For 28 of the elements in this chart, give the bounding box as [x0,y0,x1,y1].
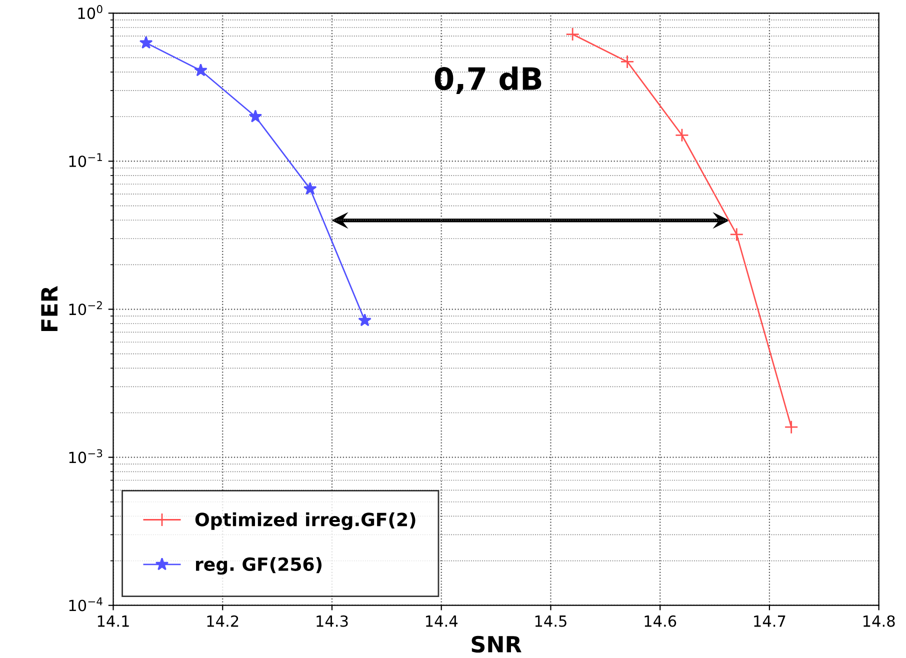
y-tick-label: 10$^{−2}$ [69,301,102,316]
y-tick-label: 10$^{0}$ [78,5,102,20]
point [566,27,580,42]
x-tick-label: 14.8 [863,615,895,627]
y-tick-label: 10$^{−1}$ [69,153,102,168]
point [784,420,798,434]
point [620,54,634,69]
x-tick-label: 14.7 [754,616,786,627]
x-tick-label: 14.1 [98,616,129,627]
legend-label: reg. GF(256) [196,557,322,575]
point [303,182,317,195]
x-tick-label: 14.6 [644,615,676,627]
point [358,314,372,326]
x-tick-label: 14.4 [426,616,458,627]
y-tick-label: 10$^{−4}$ [69,597,102,612]
point [139,36,153,49]
x-tick-label: 14.2 [207,615,238,627]
point [730,228,744,242]
annotation: 0,7 dB [434,66,542,94]
point [248,110,262,122]
x-tick-label: 14.5 [535,616,566,627]
y-tick-label: 10$^{−3}$ [69,449,102,464]
y-axis-title: FER [41,286,58,331]
legend-label: Optimized irreg.GF(2) [195,512,416,530]
x-axis-title: SNR [472,636,522,653]
x-tick-label: 14.3 [316,615,348,627]
point [675,128,689,142]
point [194,64,208,76]
